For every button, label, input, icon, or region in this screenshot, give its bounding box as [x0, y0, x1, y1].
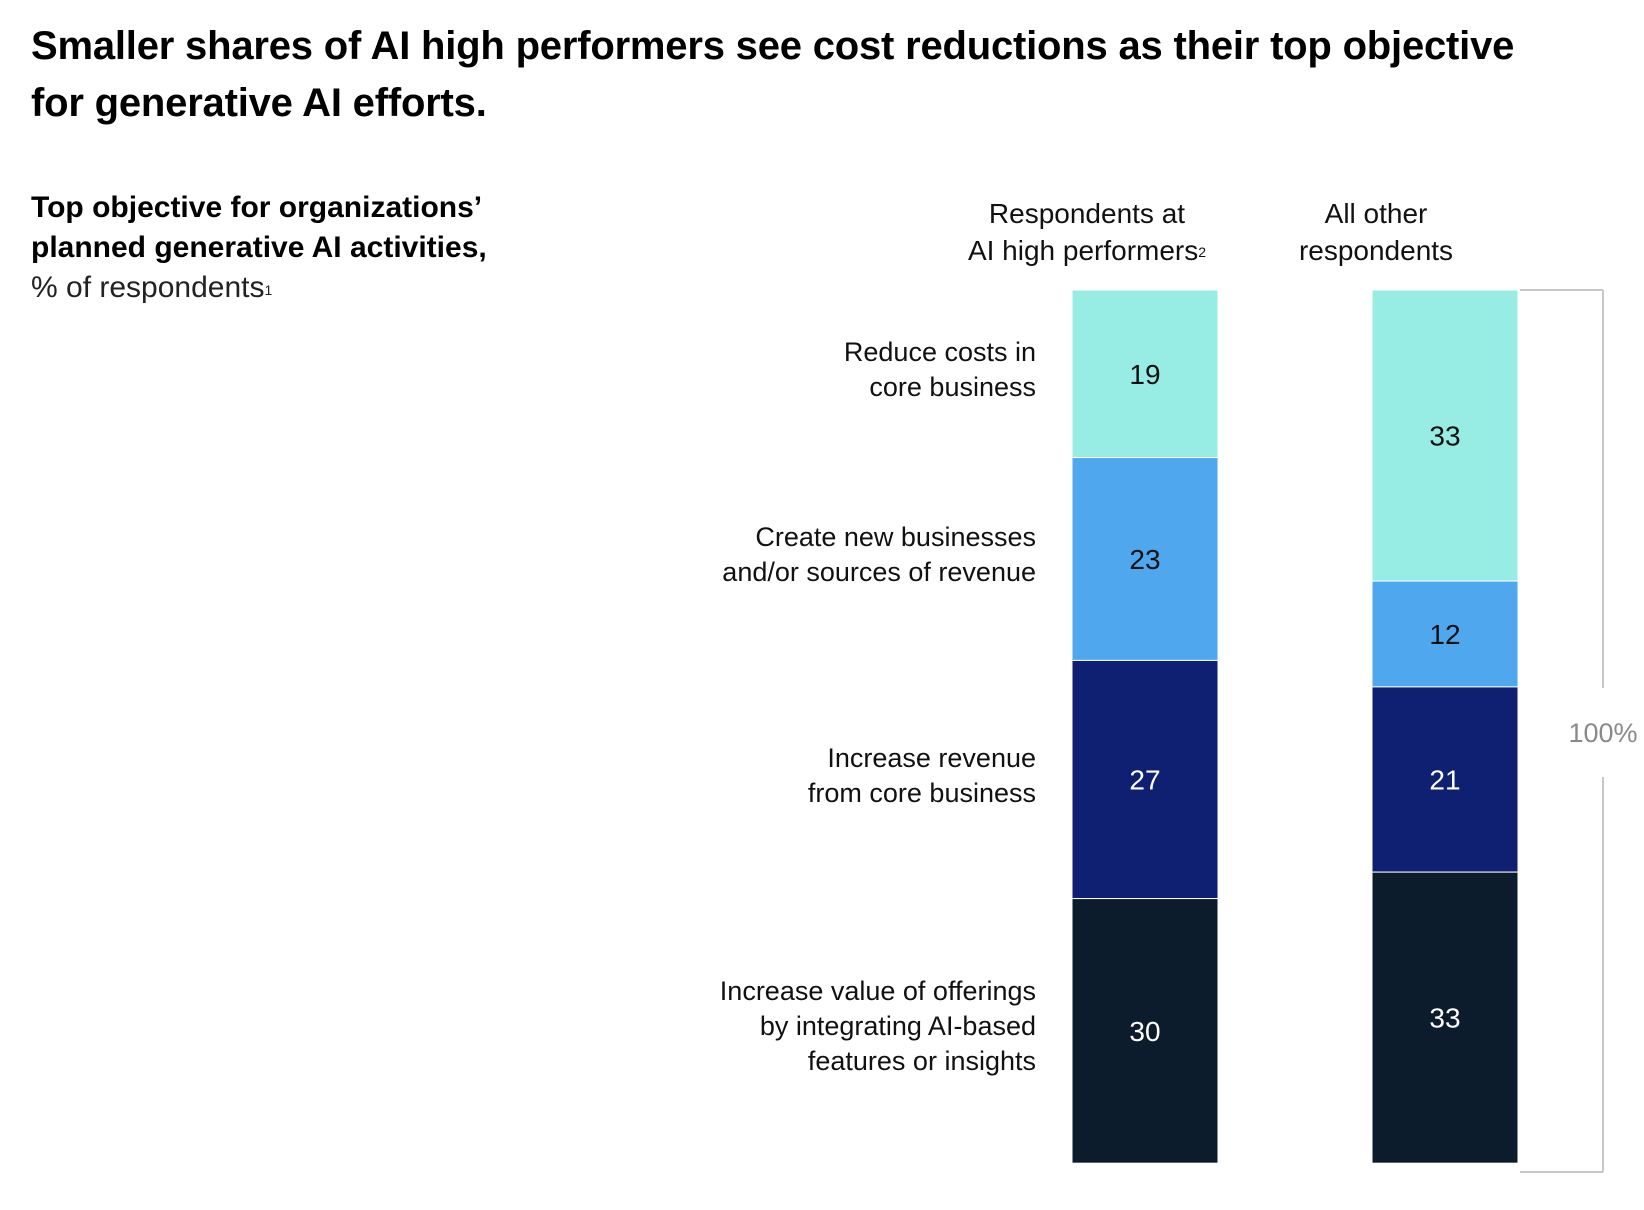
category-label-line: Reduce costs in: [843, 336, 1036, 367]
category-label-line: Increase revenue: [827, 742, 1036, 773]
bar-value-label: 33: [1429, 421, 1460, 452]
bar-value-label: 19: [1129, 359, 1160, 390]
bar-segment: [1071, 457, 1219, 661]
subtitle-unit-text: % of respondents: [31, 271, 265, 304]
bar-value-label: 21: [1429, 765, 1460, 796]
bar-value-label: 12: [1429, 619, 1460, 650]
column-header-line2: respondents: [1298, 235, 1454, 266]
bar-segment: [1371, 289, 1519, 582]
bar-segment: [1371, 686, 1519, 873]
category-label-line: Increase value of offerings: [719, 976, 1036, 1007]
bar-value-label: 30: [1129, 1016, 1160, 1047]
bar-value-label: 27: [1129, 765, 1160, 796]
category-label-line: from core business: [807, 777, 1036, 808]
subtitle-unit: % of respondents1: [31, 268, 591, 308]
category-label-line: and/or sources of revenue: [722, 557, 1036, 587]
category-label: Increase value of offerings by integratin…: [616, 974, 1036, 1079]
bar-value-label: 33: [1429, 1003, 1460, 1034]
subtitle-bold: Top objective for organizations’ planned…: [31, 191, 487, 264]
category-label: Reduce costs in core business: [616, 335, 1036, 405]
column-header-line2: AI high performers2: [937, 232, 1237, 269]
category-label-line: Create new businesses: [755, 522, 1036, 552]
category-label-line: core business: [869, 371, 1036, 402]
bar-segment: [1371, 871, 1519, 1164]
category-label-line: features or insights: [807, 1046, 1036, 1077]
total-label: 100%: [1568, 718, 1637, 748]
bar-segment: [1071, 659, 1219, 900]
bar-segment: [1371, 580, 1519, 688]
category-label: Create new businesses and/or sources of r…: [616, 520, 1036, 590]
column-header-line1: Respondents at: [988, 198, 1186, 229]
column-header-line1: All other: [1324, 198, 1428, 229]
bar-segment: [1071, 289, 1219, 459]
column-header-footnote: 2: [1198, 244, 1207, 260]
subtitle-footnote: 1: [264, 282, 273, 298]
bar-value-label: 23: [1129, 544, 1160, 575]
category-label-line: by integrating AI-based: [759, 1011, 1036, 1042]
column-header-all-others: All other respondents: [1226, 195, 1526, 269]
bar-segment: [1071, 898, 1219, 1164]
column-header-high-performers: Respondents at AI high performers2: [937, 195, 1237, 269]
category-label: Increase revenue from core business: [616, 741, 1036, 811]
column-header-line2-text: AI high performers: [967, 235, 1199, 266]
chart-title: Smaller shares of AI high performers see…: [31, 24, 1515, 125]
chart-subtitle: Top objective for organizations’ planned…: [31, 188, 591, 308]
